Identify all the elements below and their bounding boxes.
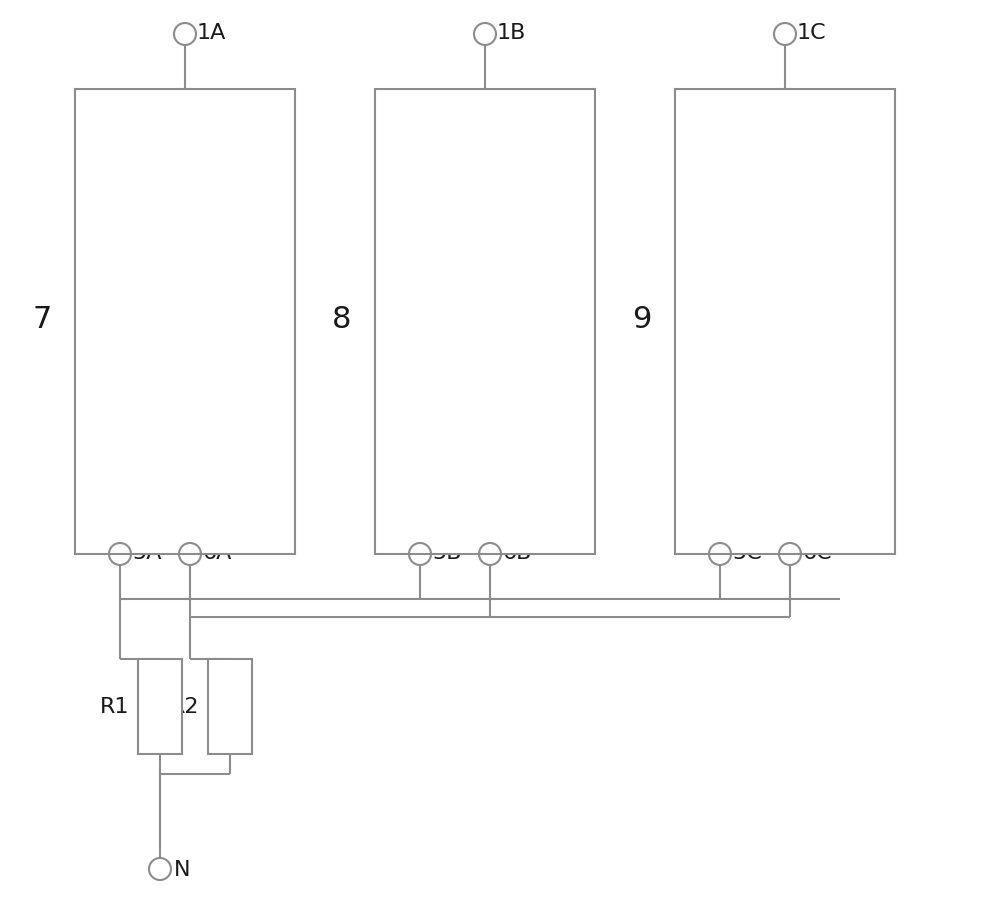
Bar: [138, 659, 182, 754]
Text: 5B: 5B: [432, 542, 462, 562]
Text: N: N: [174, 859, 191, 879]
Bar: [375, 90, 595, 554]
Text: 6B: 6B: [502, 542, 531, 562]
Bar: [208, 659, 252, 754]
Text: 6C: 6C: [802, 542, 832, 562]
Text: 7: 7: [32, 305, 52, 335]
Text: 5A: 5A: [132, 542, 162, 562]
Text: 9: 9: [632, 305, 652, 335]
Text: 8: 8: [332, 305, 352, 335]
Text: 1B: 1B: [497, 23, 526, 43]
Text: R1: R1: [100, 697, 130, 716]
Bar: [75, 90, 295, 554]
Text: 1A: 1A: [197, 23, 226, 43]
Text: R2: R2: [170, 697, 200, 716]
Bar: [675, 90, 895, 554]
Text: 5C: 5C: [732, 542, 762, 562]
Text: 6A: 6A: [202, 542, 231, 562]
Text: 1C: 1C: [797, 23, 827, 43]
